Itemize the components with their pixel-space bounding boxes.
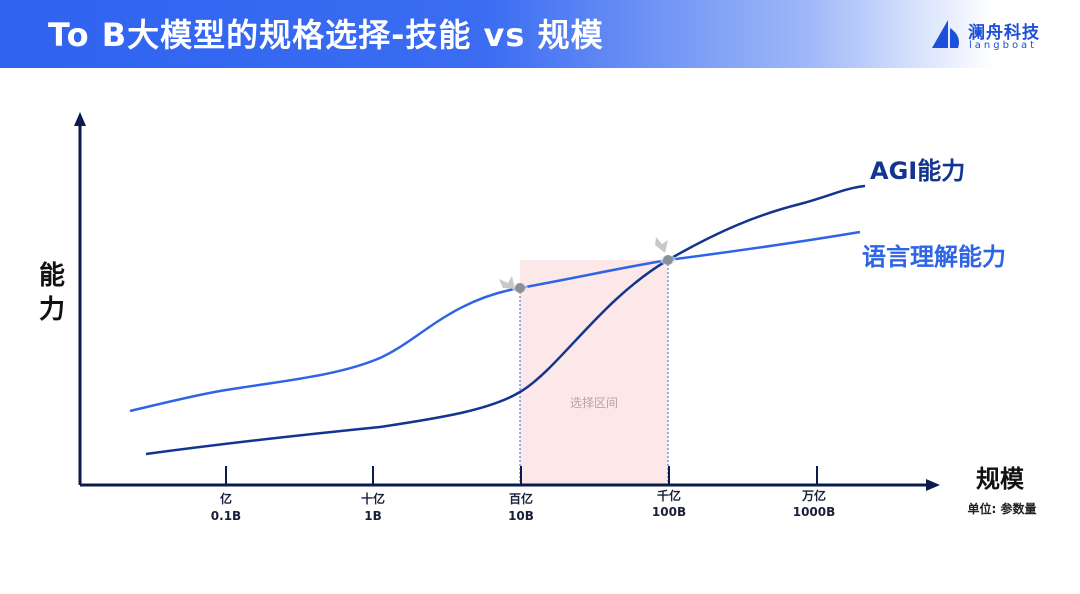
sail-logo-icon: [932, 20, 959, 48]
x-tick-sublabel: 0.1B: [211, 509, 241, 523]
y-axis-label: 力: [39, 295, 65, 325]
x-tick-label: 百亿: [509, 491, 533, 506]
x-tick-sublabel: 1B: [364, 509, 382, 523]
title-banner: To B大模型的规格选择-技能 vs 规模: [0, 0, 1080, 68]
x-tick-label: 千亿: [657, 488, 681, 503]
language-series-label: 语言理解能力: [862, 243, 1006, 271]
x-tick-sublabel: 10B: [508, 509, 534, 523]
brand-subtitle: langboat: [969, 40, 1038, 51]
x-tick-label: 亿: [220, 491, 232, 506]
marker-dot: [663, 255, 673, 265]
y-axis-label: 能: [39, 260, 65, 291]
page-title: To B大模型的规格选择-技能 vs 规模: [48, 16, 604, 54]
language-understanding-curve: [129, 230, 861, 413]
x-tick-label: 十亿: [361, 491, 385, 506]
x-axis-arrow-icon: [926, 479, 940, 491]
selection-label: 选择区间: [570, 396, 618, 410]
x-axis-label: 规模: [976, 465, 1025, 493]
agi-capability-curve: [145, 184, 866, 456]
pointer-arrow-icon: [499, 276, 515, 289]
x-tick-sublabel: 1000B: [793, 505, 836, 519]
brand-logo: 澜舟科技 langboat: [928, 16, 1068, 56]
x-tick-label: 万亿: [801, 488, 826, 503]
marker-dot: [515, 283, 525, 293]
y-axis-arrow-icon: [74, 112, 86, 126]
agi-series-label: AGI能力: [870, 157, 965, 185]
brand-name: 澜舟科技: [968, 23, 1040, 43]
selection-region: [520, 260, 668, 485]
unit-note: 单位: 参数量: [968, 501, 1037, 516]
x-tick-sublabel: 100B: [652, 505, 686, 519]
pointer-arrow-icon: [655, 237, 668, 253]
